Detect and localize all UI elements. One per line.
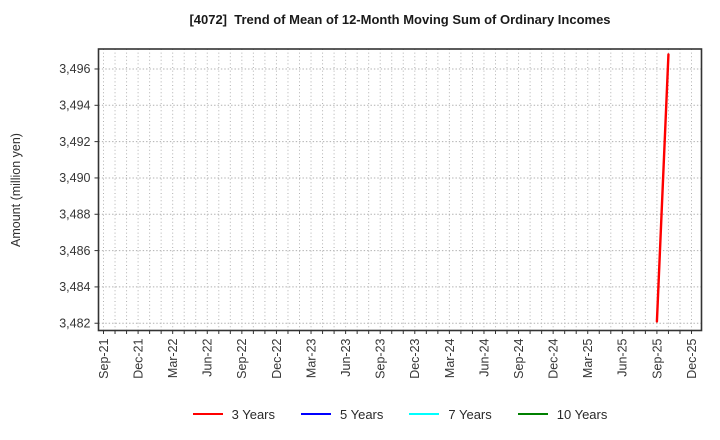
svg-text:3,490: 3,490	[59, 171, 90, 185]
svg-text:Mar-24: Mar-24	[443, 338, 457, 378]
svg-text:Sep-23: Sep-23	[374, 338, 388, 378]
svg-text:3,496: 3,496	[59, 62, 90, 76]
legend-item-5-years: 5 Years	[301, 407, 383, 422]
svg-text:Sep-24: Sep-24	[512, 338, 526, 378]
legend-swatch-10-years-icon	[517, 413, 548, 415]
svg-text:3,486: 3,486	[59, 244, 90, 258]
svg-text:3,494: 3,494	[59, 99, 90, 113]
svg-text:Sep-21: Sep-21	[97, 338, 111, 378]
legend: 3 Years 5 Years 7 Years 10 Years	[98, 402, 702, 426]
legend-item-7-years: 7 Years	[409, 406, 492, 422]
legend-swatch-7-years-icon	[409, 413, 440, 415]
legend-swatch-3-years-icon	[192, 413, 223, 415]
svg-text:3,482: 3,482	[59, 316, 90, 330]
legend-label-5-years: 5 Years	[340, 406, 384, 422]
svg-text:Mar-22: Mar-22	[166, 338, 180, 378]
svg-text:Jun-24: Jun-24	[477, 338, 491, 376]
svg-text:Dec-21: Dec-21	[131, 338, 145, 378]
svg-text:Dec-22: Dec-22	[270, 338, 284, 378]
legend-label-10-years: 10 Years	[556, 406, 608, 422]
svg-text:Sep-25: Sep-25	[650, 338, 664, 378]
svg-text:Jun-22: Jun-22	[201, 338, 215, 376]
legend-label-3-years: 3 Years	[231, 406, 275, 422]
legend-item-10-years: 10 Years	[517, 406, 608, 422]
svg-text:Sep-22: Sep-22	[235, 338, 249, 378]
svg-text:Jun-23: Jun-23	[339, 338, 353, 376]
legend-item-3-years: 3 Years	[192, 406, 275, 422]
svg-text:Mar-25: Mar-25	[581, 338, 595, 378]
svg-text:Dec-23: Dec-23	[408, 338, 422, 378]
chart-title: [4072] Trend of Mean of 12-Month Moving …	[189, 12, 611, 27]
svg-text:3,488: 3,488	[59, 207, 90, 221]
svg-text:3,484: 3,484	[59, 280, 90, 294]
svg-text:Jun-25: Jun-25	[616, 338, 630, 376]
svg-text:Mar-23: Mar-23	[304, 338, 318, 378]
svg-text:Dec-24: Dec-24	[547, 338, 561, 378]
svg-text:3,492: 3,492	[59, 135, 90, 149]
legend-swatch-5-years-icon	[301, 413, 331, 415]
legend-label-7-years: 7 Years	[448, 406, 492, 422]
svg-text:Dec-25: Dec-25	[685, 338, 699, 378]
